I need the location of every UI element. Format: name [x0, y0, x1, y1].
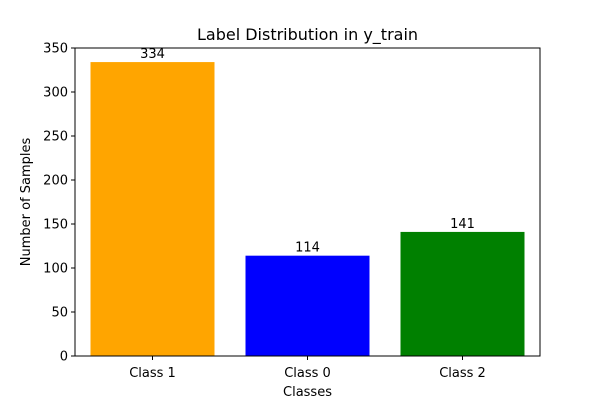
x-tick-label: Class 1 — [129, 366, 176, 381]
data-label: 334 — [140, 47, 165, 62]
plot-frame — [74, 47, 541, 357]
y-tick-label: 200 — [43, 174, 68, 189]
y-axis-label: Number of Samples — [19, 138, 34, 267]
y-tick-label: 100 — [43, 262, 68, 277]
data-label: 141 — [450, 217, 475, 232]
bar-class-0 — [245, 255, 370, 356]
bars — [90, 62, 525, 357]
x-tick-label: Class 2 — [439, 366, 486, 381]
bar-class-1 — [90, 62, 215, 357]
x-tick-label: Class 0 — [284, 366, 331, 381]
y-axis-ticks: 0 50 100 150 200 250 300 350 — [43, 42, 75, 365]
x-axis-label: Classes — [283, 385, 332, 400]
x-axis-ticks: Class 1 Class 0 Class 2 — [129, 356, 486, 381]
y-tick-label: 300 — [43, 86, 68, 101]
y-tick-label: 50 — [51, 306, 68, 321]
y-tick-label: 250 — [43, 130, 68, 145]
y-tick-label: 0 — [60, 350, 68, 365]
bar-class-2 — [400, 231, 525, 356]
y-tick-label: 150 — [43, 218, 68, 233]
y-tick-label: 350 — [43, 42, 68, 57]
chart-title: Label Distribution in y_train — [197, 25, 418, 45]
data-label: 114 — [295, 241, 320, 256]
data-labels: 334 114 141 — [140, 47, 475, 256]
